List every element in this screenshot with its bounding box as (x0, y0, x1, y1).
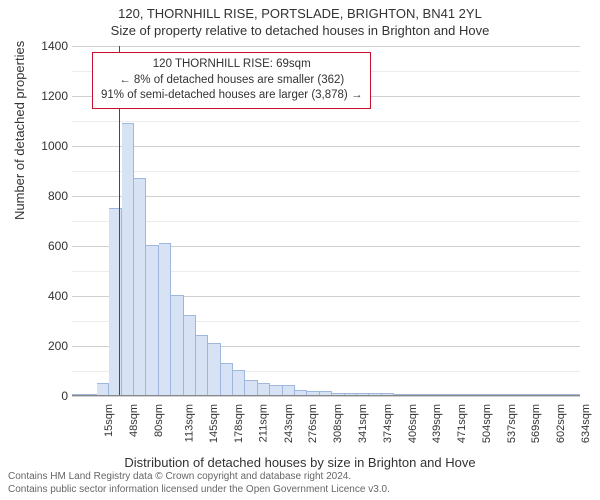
histogram-bar (369, 393, 381, 395)
gridline (72, 396, 580, 397)
histogram-bar (506, 394, 518, 395)
histogram-bar (518, 394, 530, 395)
footer-attribution: Contains HM Land Registry data © Crown c… (8, 471, 390, 496)
histogram-bar (481, 394, 493, 395)
histogram-bar (407, 394, 419, 396)
y-tick-label: 200 (28, 339, 68, 353)
histogram-bar (568, 394, 580, 395)
y-axis-label: Number of detached properties (12, 41, 27, 220)
x-tick-label: 80sqm (153, 404, 165, 437)
histogram-bar (530, 394, 542, 395)
histogram-bar (233, 370, 245, 395)
x-tick-label: 113sqm (183, 404, 195, 442)
histogram-bar (171, 295, 183, 395)
y-tick-label: 0 (28, 389, 68, 403)
y-tick-label: 600 (28, 239, 68, 253)
x-tick-label: 243sqm (283, 404, 295, 443)
property-info-box: 120 THORNHILL RISE: 69sqm ← 8% of detach… (92, 52, 371, 109)
histogram-bar (345, 393, 357, 396)
y-tick-label: 1400 (28, 39, 68, 53)
x-tick-label: 504sqm (481, 404, 493, 443)
histogram-bar (196, 335, 208, 395)
x-tick-label: 439sqm (431, 404, 443, 443)
x-tick-label: 145sqm (208, 404, 220, 443)
histogram-bar (332, 393, 344, 396)
histogram-bar (357, 393, 369, 396)
histogram-bar (394, 394, 406, 396)
histogram-bar (543, 394, 555, 395)
x-tick-label: 537sqm (506, 404, 518, 443)
infobox-line-1: 120 THORNHILL RISE: 69sqm (101, 57, 362, 73)
histogram-bar (469, 394, 481, 395)
x-axis-label: Distribution of detached houses by size … (0, 455, 600, 470)
x-tick-label: 308sqm (332, 404, 344, 443)
infobox-line-3: 91% of semi-detached houses are larger (… (101, 88, 362, 104)
x-tick-label: 634sqm (580, 404, 592, 443)
x-tick-label: 178sqm (233, 404, 245, 443)
y-tick-label: 800 (28, 189, 68, 203)
histogram-bar (283, 385, 295, 395)
x-tick-label: 341sqm (357, 404, 369, 443)
histogram-bar (444, 394, 456, 395)
histogram-bar (72, 394, 84, 395)
chart-title-main: 120, THORNHILL RISE, PORTSLADE, BRIGHTON… (0, 0, 600, 21)
y-tick-label: 1000 (28, 139, 68, 153)
histogram-bar (295, 390, 307, 395)
histogram-bar (208, 343, 220, 396)
histogram-bar (270, 385, 282, 395)
histogram-bar (159, 243, 171, 396)
histogram-bar (320, 391, 332, 395)
histogram-bar (184, 315, 196, 395)
histogram-bar (84, 394, 96, 395)
footer-line-2: Contains public sector information licen… (8, 484, 390, 497)
x-tick-label: 406sqm (407, 404, 419, 443)
x-tick-label: 211sqm (257, 404, 269, 442)
x-tick-label: 15sqm (103, 404, 115, 437)
histogram-bar (382, 393, 394, 395)
x-tick-label: 276sqm (308, 404, 320, 443)
x-tick-label: 569sqm (531, 404, 543, 443)
histogram-bar (419, 394, 431, 395)
x-tick-label: 374sqm (382, 404, 394, 443)
histogram-bar (245, 380, 257, 395)
infobox-line-2: ← 8% of detached houses are smaller (362… (101, 73, 362, 89)
histogram-bar (146, 245, 158, 395)
histogram-bar (258, 383, 270, 396)
footer-line-1: Contains HM Land Registry data © Crown c… (8, 471, 390, 484)
histogram-bar (493, 394, 505, 395)
histogram-bar (134, 178, 146, 396)
y-tick-label: 400 (28, 289, 68, 303)
x-tick-label: 48sqm (128, 404, 140, 437)
histogram-bar (307, 391, 319, 395)
x-tick-label: 602sqm (555, 404, 567, 443)
x-tick-label: 471sqm (456, 404, 468, 443)
histogram-bar (431, 394, 443, 395)
y-tick-label: 1200 (28, 89, 68, 103)
histogram-bar (221, 363, 233, 396)
histogram-bar (555, 394, 567, 395)
histogram-bar (122, 123, 134, 396)
histogram-bar (456, 394, 468, 395)
chart-title-sub: Size of property relative to detached ho… (0, 21, 600, 42)
histogram-bar (97, 383, 109, 396)
